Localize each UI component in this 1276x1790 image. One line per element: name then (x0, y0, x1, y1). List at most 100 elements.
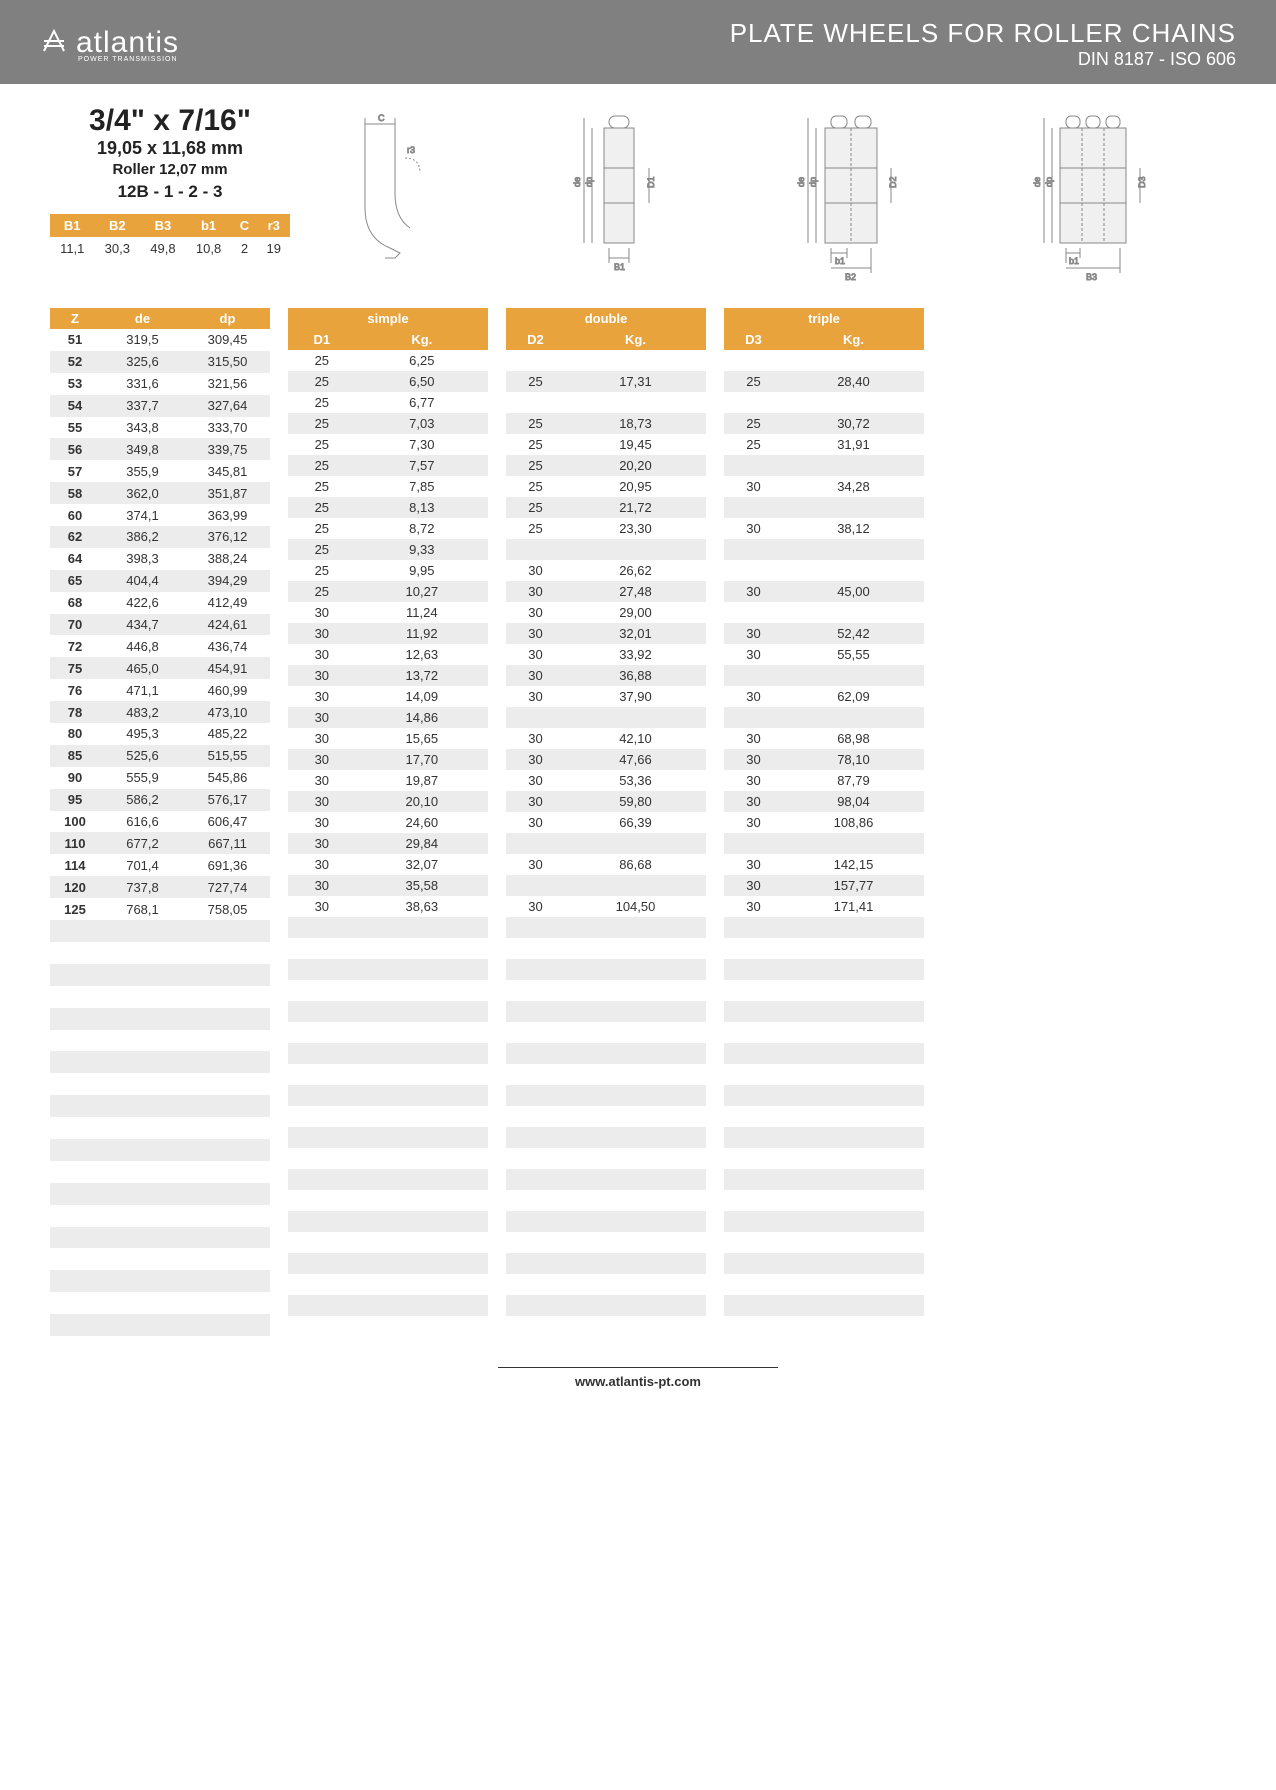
cell: 309,45 (185, 329, 270, 351)
svg-text:dp: dp (808, 177, 818, 187)
table-row: 2530,72 (724, 413, 924, 434)
cell: 30 (288, 686, 356, 707)
cell: 42,10 (565, 728, 706, 749)
table-row: 2528,40 (724, 371, 924, 392)
table-row: 259,33 (288, 539, 488, 560)
cell (724, 980, 783, 1001)
cell (783, 665, 924, 686)
table-row: 114701,4691,36 (50, 854, 270, 876)
cell: 30 (724, 686, 783, 707)
cell: 30 (288, 854, 356, 875)
table-row (288, 1127, 488, 1148)
cell (288, 917, 356, 938)
cell (565, 1274, 706, 1295)
col-d1: D1 (288, 329, 356, 350)
cell (288, 938, 356, 959)
table-row: 3029,00 (506, 602, 706, 623)
cell: 30 (724, 812, 783, 833)
table-row (506, 833, 706, 854)
cell (185, 1227, 270, 1249)
cell (288, 1169, 356, 1190)
table-row (506, 1085, 706, 1106)
table-row: 3045,00 (724, 581, 924, 602)
cell (565, 959, 706, 980)
cell: 376,12 (185, 526, 270, 548)
table-row (506, 1169, 706, 1190)
table-row (724, 980, 924, 1001)
col-kg2: Kg. (565, 329, 706, 350)
table-row (288, 1064, 488, 1085)
cell (288, 1064, 356, 1085)
logo-symbol (40, 27, 68, 62)
table-row: 3098,04 (724, 791, 924, 812)
table-row: 58362,0351,87 (50, 482, 270, 504)
table-row: 65404,4394,29 (50, 570, 270, 592)
table-row: 3033,92 (506, 644, 706, 665)
cell: 325,6 (100, 351, 185, 373)
cell: 25 (506, 413, 565, 434)
table-row: 30108,86 (724, 812, 924, 833)
table-row (506, 938, 706, 959)
cell (565, 1085, 706, 1106)
table-row: 257,30 (288, 434, 488, 455)
cell: 86,68 (565, 854, 706, 875)
table-row (506, 917, 706, 938)
cell (783, 980, 924, 1001)
cell (50, 1051, 100, 1073)
cell (724, 665, 783, 686)
footer: www.atlantis-pt.com (50, 1367, 1226, 1409)
cell (288, 1127, 356, 1148)
cell: 345,81 (185, 460, 270, 482)
cell: 6,77 (356, 392, 488, 413)
cell: 677,2 (100, 832, 185, 854)
cell: 27,48 (565, 581, 706, 602)
cell: 30 (506, 686, 565, 707)
table-row: 3087,79 (724, 770, 924, 791)
cell (50, 942, 100, 964)
table-row: 3053,36 (506, 770, 706, 791)
cell (506, 1316, 565, 1337)
cell: 343,8 (100, 417, 185, 439)
cell (565, 350, 706, 371)
cell (783, 497, 924, 518)
table-row (506, 1232, 706, 1253)
cell: 424,61 (185, 614, 270, 636)
table-row: 2518,73 (506, 413, 706, 434)
table-row: 3012,63 (288, 644, 488, 665)
cell: 32,07 (356, 854, 488, 875)
cell: 495,3 (100, 723, 185, 745)
cell (506, 1190, 565, 1211)
cell (724, 1169, 783, 1190)
col-z: Z (50, 308, 100, 329)
cell (724, 1064, 783, 1085)
table-double: double D2 Kg. 2517,312518,732519,452520,… (506, 308, 706, 1337)
cell (50, 1227, 100, 1249)
table-row: 3062,09 (724, 686, 924, 707)
table-row (724, 1169, 924, 1190)
cell: 30 (506, 728, 565, 749)
cell (50, 1183, 100, 1205)
table-row (50, 986, 270, 1008)
table-row (724, 1064, 924, 1085)
cell (783, 350, 924, 371)
table-row: 125768,1758,05 (50, 898, 270, 920)
group-triple: triple (724, 308, 924, 329)
cell: 25 (506, 497, 565, 518)
cell (356, 1253, 488, 1274)
cell (288, 980, 356, 1001)
table-row (288, 1295, 488, 1316)
cell: 55 (50, 417, 100, 439)
cell (724, 1253, 783, 1274)
cell (783, 833, 924, 854)
table-row (506, 1316, 706, 1337)
cell (185, 1336, 270, 1358)
table-row (288, 1169, 488, 1190)
cell (288, 1190, 356, 1211)
cell: 349,8 (100, 438, 185, 460)
cell (185, 1183, 270, 1205)
table-row (288, 1232, 488, 1253)
cell: 30 (506, 770, 565, 791)
cell: 454,91 (185, 657, 270, 679)
cell: 52 (50, 351, 100, 373)
cell (506, 1043, 565, 1064)
